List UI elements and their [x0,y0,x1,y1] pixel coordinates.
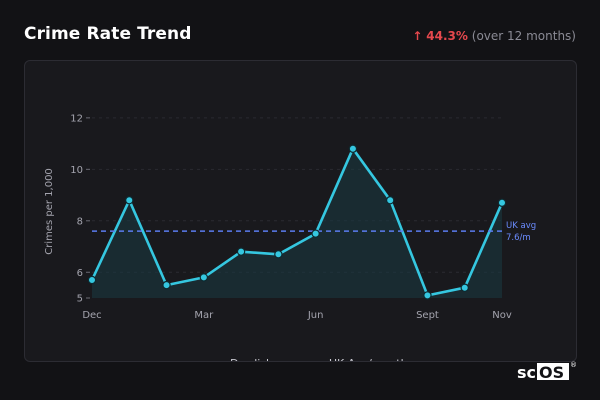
crime-rate-chart: 5 6 8 10 12 Crimes per 1,000 Dec Mar Jun Sept Nov U… [44,113,536,361]
series-line-dawlish [90,147,504,297]
data-point [236,247,246,256]
y-tick-label: 6 [77,268,83,279]
legend-dawlish-label: Dawlish [230,357,273,361]
uk-average-value-label: 7.6/m [506,233,531,243]
data-point [385,196,395,205]
x-tick-label: Jun [307,310,324,321]
svg-text:OS: OS [539,363,564,382]
change-value: 44.3% [426,29,468,43]
y-tick-label: 5 [77,294,83,305]
chart-card: 5 6 8 10 12 Crimes per 1,000 Dec Mar Jun Sept Nov U… [24,60,577,362]
scos-logo: sc OS ® [516,358,577,384]
data-point [87,275,97,285]
change-period: (over 12 months) [471,29,576,43]
chart-header: Crime Rate Trend ↑ 44.3% (over 12 months… [24,24,576,50]
data-point [274,250,283,259]
x-tick-label: Sept [416,310,439,321]
chart-title: Crime Rate Trend [24,24,192,44]
uk-average-label: UK avg [506,221,536,231]
change-indicator: ↑ 44.3% (over 12 months) [412,29,576,43]
data-point [311,229,320,238]
data-point [348,144,358,153]
data-point [423,291,432,300]
y-tick-label: 8 [77,216,83,227]
x-tick-label: Mar [194,310,214,321]
data-point [497,198,507,207]
x-tick-label: Nov [492,310,512,321]
svg-text:®: ® [570,361,576,369]
data-point [162,280,171,290]
data-point [460,283,469,292]
trend-up-icon: ↑ [412,29,423,43]
svg-text:sc: sc [517,363,536,382]
x-tick-label: Dec [82,310,101,321]
y-tick-label: 10 [70,165,83,176]
y-tick-label: 12 [70,113,83,124]
series-area [92,148,502,298]
y-axis-title: Crimes per 1,000 [44,168,55,255]
data-point [125,196,134,205]
data-point [199,273,209,282]
legend-uk-average-label: UK Avg/month [329,357,408,361]
